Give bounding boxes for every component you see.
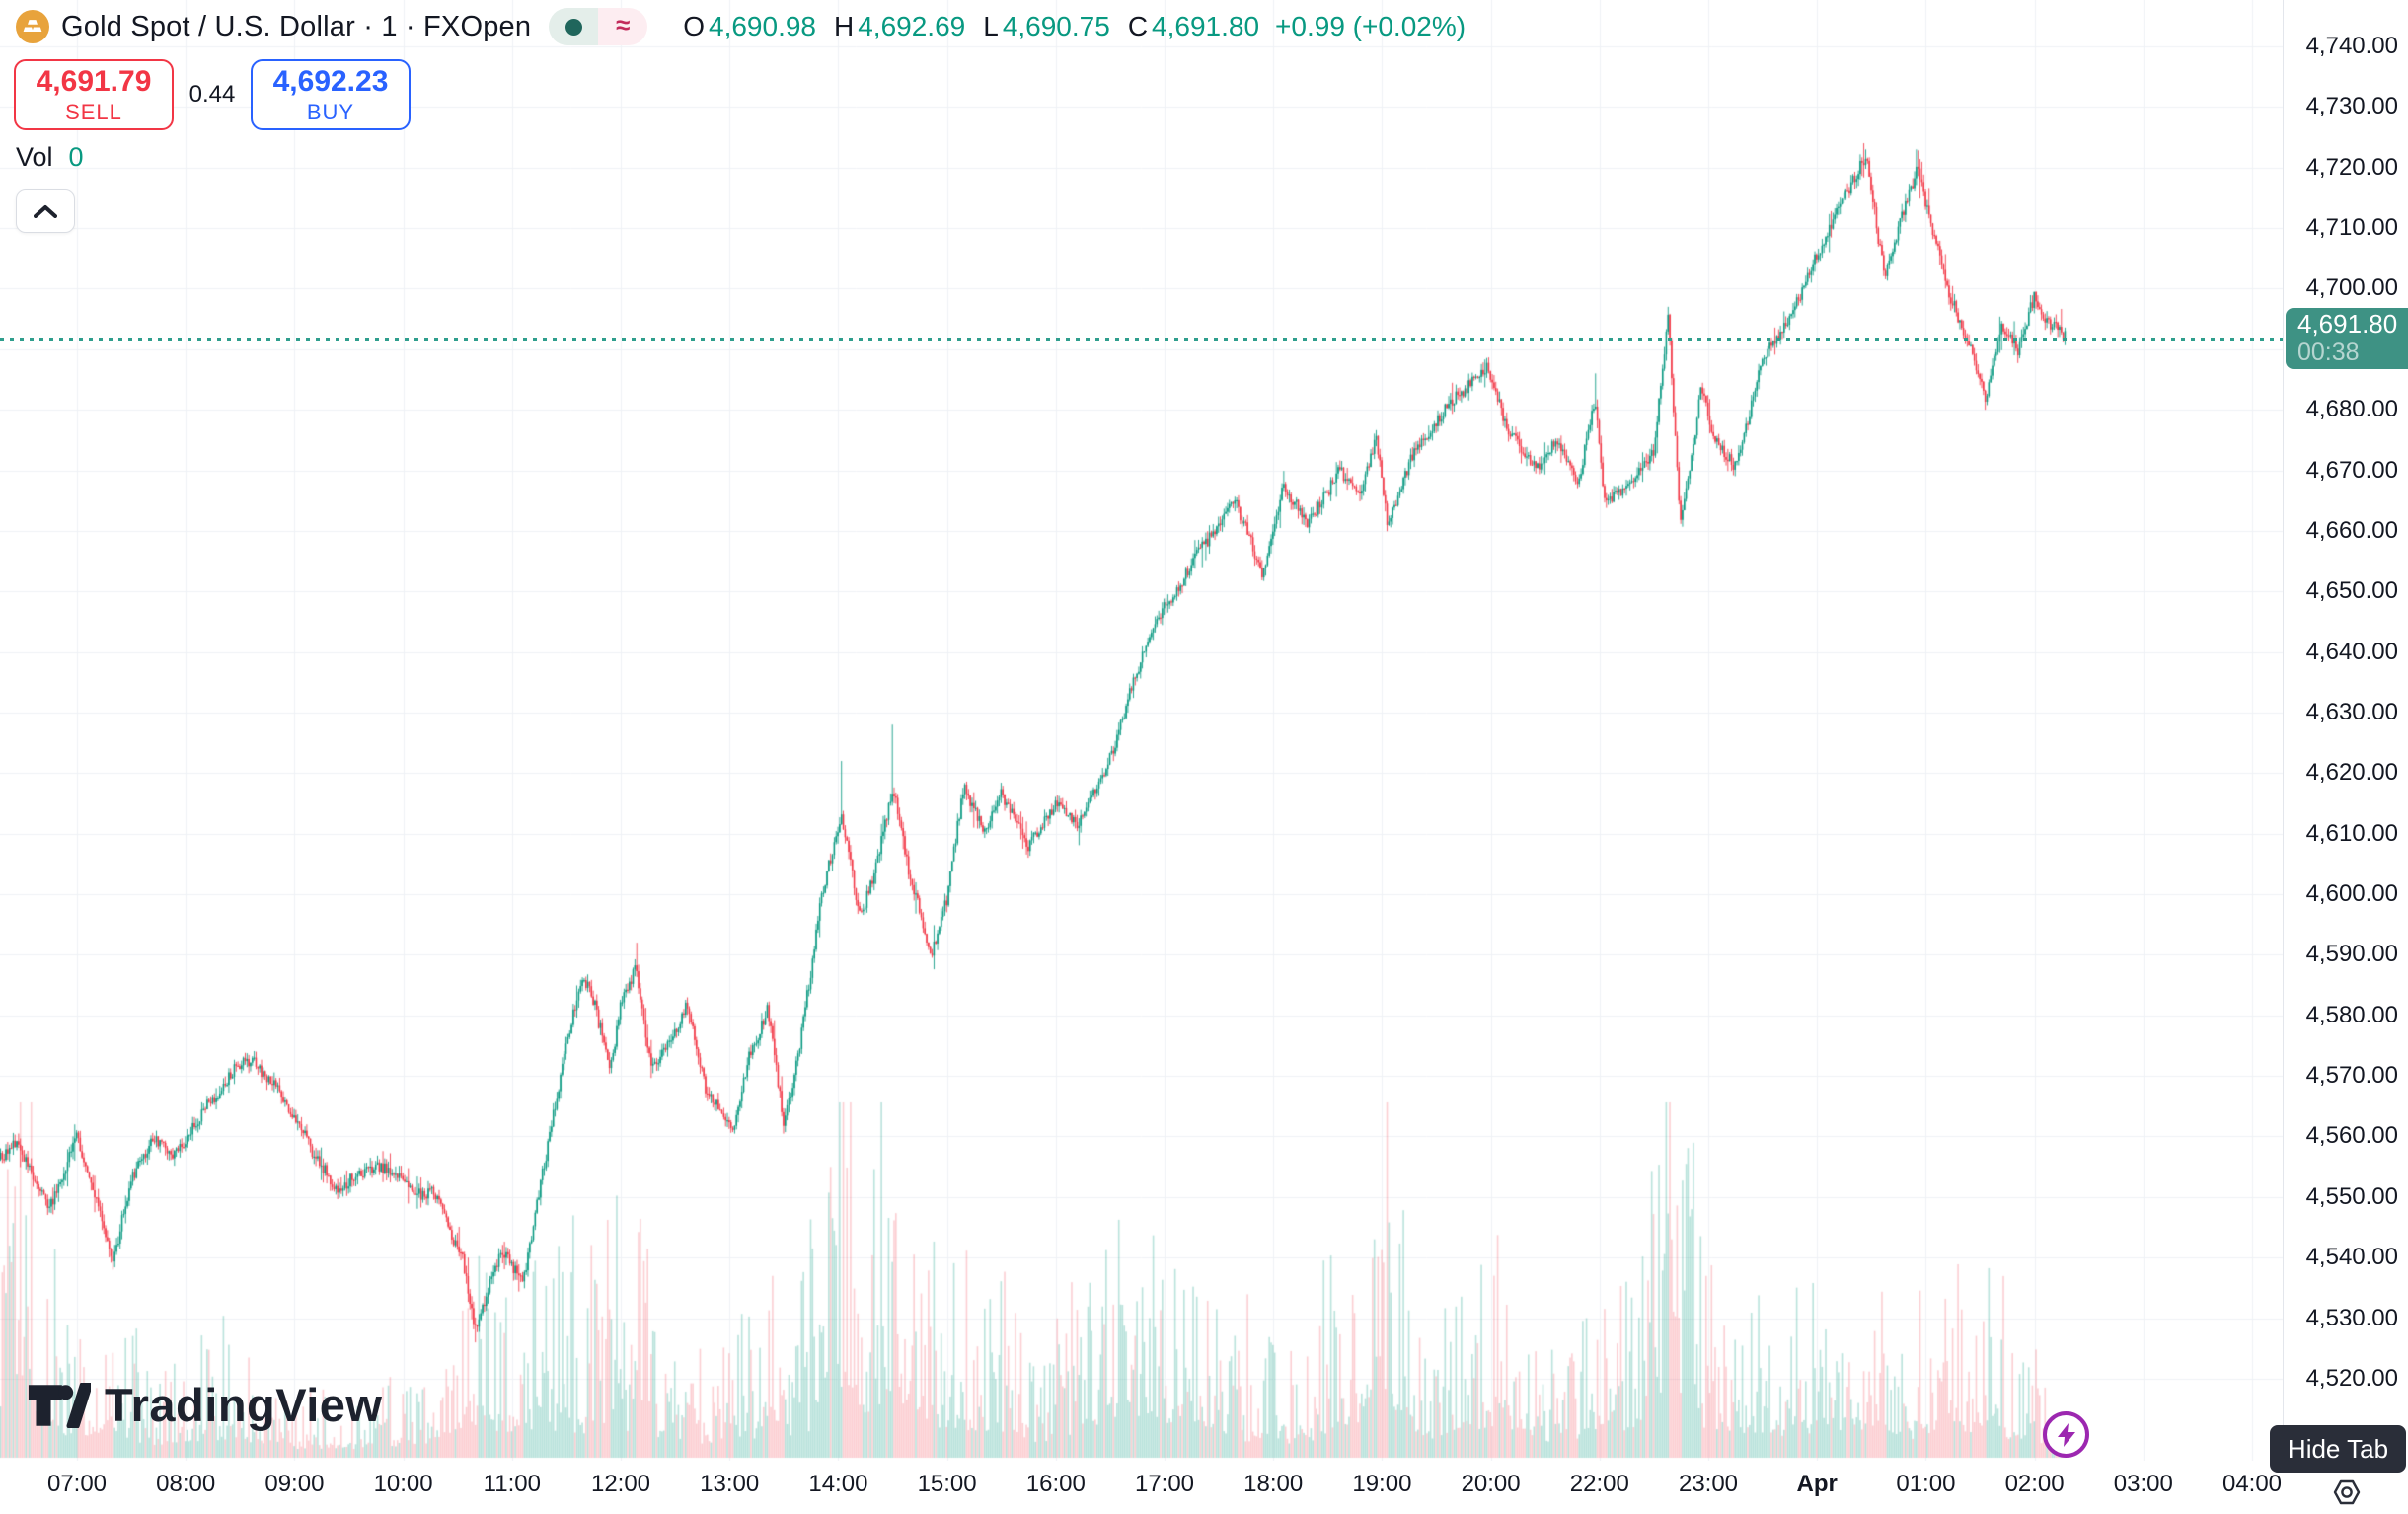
ohlc-key-h: H [834, 11, 855, 41]
ohlc-open-value: 4,690.98 [709, 11, 816, 41]
sell-label: SELL [65, 99, 122, 124]
price-axis-label: 4,590.00 [2305, 941, 2398, 968]
time-axis-label: 20:00 [1461, 1471, 1521, 1497]
tradingview-watermark-text: TradingView [105, 1379, 383, 1431]
price-axis-label: 4,640.00 [2305, 638, 2398, 665]
price-axis-label: 4,630.00 [2305, 698, 2398, 725]
price-axis-label: 4,570.00 [2305, 1062, 2398, 1090]
ohlc-key-o: O [683, 11, 705, 41]
price-axis-label: 4,550.00 [2305, 1182, 2398, 1210]
price-axis-label: 4,730.00 [2305, 93, 2398, 120]
volume-study-row[interactable]: Vol 0 [16, 142, 84, 173]
time-axis-label: 04:00 [2221, 1471, 2283, 1497]
last-price-line [0, 337, 2286, 341]
ohlc-high-value: 4,692.69 [858, 11, 966, 41]
pane-right-border [2283, 0, 2284, 1461]
chevron-up-icon [34, 205, 57, 218]
price-axis-label: 4,720.00 [2305, 153, 2398, 181]
price-axis-label: 4,710.00 [2305, 214, 2398, 242]
price-chart-canvas[interactable] [0, 0, 2408, 1461]
time-axis-label: 22:00 [1569, 1471, 1629, 1497]
price-axis-label: 4,620.00 [2305, 759, 2398, 787]
time-axis-label: 02:00 [2004, 1471, 2065, 1497]
time-axis-label: 11:00 [483, 1471, 541, 1497]
buy-price: 4,692.23 [272, 65, 389, 99]
market-open-dot-icon [564, 18, 582, 36]
time-axis-label: 03:00 [2113, 1471, 2173, 1497]
hide-tab-label: Hide Tab [2287, 1433, 2389, 1464]
volume-study-label: Vol [16, 142, 53, 172]
price-axis-label: 4,660.00 [2305, 516, 2398, 544]
time-axis-label: 10:00 [373, 1471, 433, 1497]
price-axis-label: 4,580.00 [2305, 1001, 2398, 1028]
tradingview-logo-icon [28, 1382, 91, 1428]
delayed-data-indicator: ≈ [598, 8, 648, 45]
price-axis-label: 4,610.00 [2305, 819, 2398, 847]
hide-tab-button[interactable]: Hide Tab [2270, 1425, 2406, 1473]
bar-countdown: 00:38 [2297, 338, 2360, 366]
time-axis-label: 18:00 [1243, 1471, 1304, 1497]
settings-button[interactable] [2327, 1473, 2367, 1512]
sell-price: 4,691.79 [36, 65, 152, 99]
lightning-bolt-icon [2057, 1422, 2075, 1447]
price-change: +0.99 (+0.02%) [1275, 11, 1467, 41]
ohlc-close-value: 4,691.80 [1152, 11, 1260, 41]
buy-label: BUY [306, 99, 355, 124]
trade-panel: 4,691.79 SELL 0.44 4,692.23 BUY [14, 59, 411, 130]
gold-bars-icon [23, 20, 42, 33]
price-axis-label: 4,700.00 [2305, 274, 2398, 302]
market-open-indicator [549, 8, 599, 45]
price-axis-label: 4,680.00 [2305, 396, 2398, 423]
tradingview-watermark[interactable]: TradingView [28, 1378, 383, 1432]
price-axis-label: 4,520.00 [2305, 1364, 2398, 1392]
price-axis-label: 4,560.00 [2305, 1122, 2398, 1150]
time-axis-label: 16:00 [1025, 1471, 1086, 1497]
symbol-header: Gold Spot / U.S. Dollar · 1 · FXOpen ≈ O… [16, 8, 1466, 45]
time-axis-label: 19:00 [1352, 1471, 1412, 1497]
gold-symbol-icon[interactable] [16, 10, 49, 43]
instant-order-button[interactable] [2043, 1411, 2089, 1458]
sell-button[interactable]: 4,691.79 SELL [14, 59, 174, 130]
time-axis-label: Apr [1796, 1471, 1838, 1497]
price-axis[interactable]: 4,740.00 4,730.00 4,720.00 4,710.00 4,700.00… [2286, 0, 2408, 1461]
price-axis-label: 4,530.00 [2305, 1304, 2398, 1331]
approx-equals-icon: ≈ [616, 10, 631, 39]
price-axis-label: 4,540.00 [2305, 1244, 2398, 1271]
symbol-title[interactable]: Gold Spot / U.S. Dollar · 1 · FXOpen [61, 10, 532, 42]
time-axis-label: 01:00 [1896, 1471, 1956, 1497]
time-axis-label: 08:00 [156, 1471, 216, 1497]
gear-icon [2333, 1479, 2361, 1505]
time-axis-label: 07:00 [46, 1471, 108, 1497]
ohlc-key-c: C [1127, 11, 1149, 41]
price-axis-label: 4,650.00 [2305, 577, 2398, 605]
ohlc-low-value: 4,690.75 [1002, 11, 1110, 41]
last-price-value: 4,691.80 [2297, 309, 2398, 340]
price-axis-label: 4,740.00 [2305, 33, 2398, 59]
buy-button[interactable]: 4,692.23 BUY [251, 59, 411, 130]
ohlc-readout: O 4,690.98 H 4,692.69 L 4,690.75 C 4,691.80 … [669, 11, 1466, 42]
price-axis-label: 4,670.00 [2305, 456, 2398, 484]
collapse-panel-button[interactable] [16, 189, 75, 233]
last-price-badge: 4,691.80 00:38 [2286, 307, 2408, 369]
ohlc-key-l: L [983, 11, 999, 41]
time-axis-label: 09:00 [264, 1471, 325, 1497]
time-axis-label: 15:00 [917, 1471, 977, 1497]
volume-study-value: 0 [68, 142, 84, 172]
price-axis-label: 4,600.00 [2305, 880, 2398, 908]
time-axis-label: 17:00 [1134, 1471, 1195, 1497]
market-status-pill[interactable]: ≈ [549, 8, 648, 45]
time-axis-label: 23:00 [1678, 1471, 1739, 1497]
spread-value: 0.44 [188, 81, 236, 108]
time-axis-label: 14:00 [808, 1471, 868, 1497]
time-axis[interactable]: 07:00 08:00 09:00 10:00 11:00 12:00 13:00 14:00… [0, 1465, 2408, 1514]
time-axis-label: 12:00 [590, 1471, 651, 1497]
time-axis-label: 13:00 [700, 1471, 760, 1497]
